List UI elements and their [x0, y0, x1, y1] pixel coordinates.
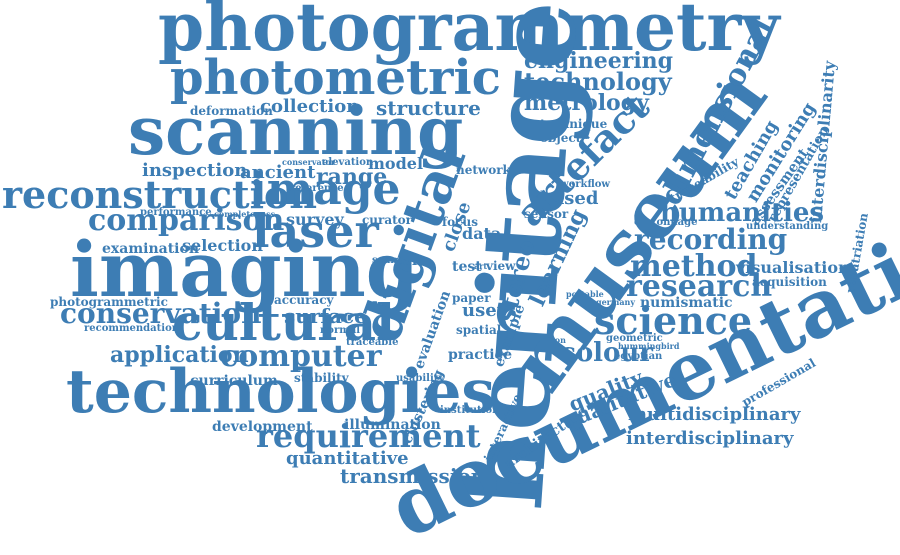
word-art: art [474, 261, 488, 271]
word-egyptian: egyptian [614, 351, 663, 362]
word-stability: stability [294, 371, 349, 385]
word-ancient: ancient [240, 162, 316, 183]
word-resolution: resolution [520, 335, 566, 345]
word-portable: portable [566, 289, 604, 299]
word-workflow: workflow [560, 179, 611, 190]
word-metrology: metrology [524, 90, 649, 116]
word-technique: technique [540, 117, 608, 131]
word-laser: laser [252, 204, 379, 258]
word-quantitative: quantitative [286, 448, 409, 469]
word-acquisition: acquisition [752, 275, 827, 289]
word-conservation: conservation [60, 297, 262, 330]
word-traceable: traceable [346, 337, 399, 348]
word-numismatic: numismatic [640, 295, 733, 311]
word-understanding: understanding [746, 221, 829, 232]
word-humanities: humanities [660, 198, 825, 228]
word-visualisation: visualisation [736, 258, 850, 277]
word-surface: surface [284, 304, 367, 328]
word-conservator: conservator [282, 157, 335, 167]
word-interdisciplinary: interdisciplinary [626, 428, 794, 449]
word-data: data [462, 224, 502, 243]
word-usability: usability [396, 373, 445, 384]
word-development: development [212, 419, 313, 435]
word-based: based [540, 188, 599, 209]
word-range: range [316, 164, 388, 190]
word-engineering: engineering [524, 48, 674, 74]
word-curriculum: curriculum [190, 373, 278, 389]
word-spatial: spatial [456, 323, 502, 337]
word-reference: reference [290, 183, 344, 194]
word-geometric: geometric [606, 333, 663, 344]
word-structure: structure [376, 96, 481, 120]
word-recommendation: recommendation [84, 323, 180, 334]
word-examination: examination [102, 241, 200, 257]
word-survey: survey [286, 210, 344, 229]
word-cartonnage: cartonnage [634, 217, 698, 228]
word-coin: coin [394, 253, 428, 269]
word-focus: focus [442, 215, 478, 229]
word-photometric: photometric [170, 50, 501, 106]
word-scanning: scanning [128, 92, 464, 170]
word-user: user [462, 300, 507, 321]
word-selection: selection [182, 236, 263, 255]
word-comparison: comparison [88, 203, 285, 238]
word-performance: performance [140, 207, 212, 218]
word-test: test [452, 259, 482, 275]
word-deformation: deformation [190, 104, 273, 118]
word-requirement: requirement [256, 417, 481, 455]
word-model: model [368, 154, 424, 173]
word-practice: practice [448, 347, 512, 363]
word-science: science [594, 298, 753, 343]
word-collection: collection [260, 96, 360, 117]
word-imaging: imaging [70, 225, 419, 314]
word-normal: normal [320, 325, 361, 336]
word-method: method [630, 249, 758, 284]
word-completeness: completeness [214, 209, 276, 219]
word-illumination: illumination [344, 417, 441, 433]
word-image: image [250, 164, 401, 215]
word-computer: computer [220, 339, 382, 374]
word-photogrammetric: photogrammetric [50, 295, 168, 309]
word-inspection: inspection [142, 160, 248, 181]
word-virtual: virtual [502, 243, 532, 253]
word-transmission: transmission [340, 464, 486, 488]
word-multidisciplinary: multidisciplinary [628, 404, 801, 425]
word-scan: scan [372, 255, 398, 266]
word-hummingbird: hummingbird [618, 341, 680, 351]
word-colour: colour [560, 338, 653, 368]
word-recording: recording [634, 223, 788, 256]
word-institution: institution [440, 405, 500, 416]
word-cultural: cultural [172, 293, 395, 352]
word-curator: curator [362, 213, 412, 227]
word-elevation: elevation [322, 157, 374, 168]
word-network: network [456, 163, 511, 177]
word-germany: germany [596, 297, 636, 307]
word-view: view [486, 259, 516, 273]
word-accuracy: accuracy [274, 293, 334, 307]
word-paper: paper [452, 291, 491, 305]
word-object: object [540, 131, 582, 145]
word-sensor: sensor [524, 207, 569, 221]
word-research: research [626, 269, 773, 304]
word-technologies: technologies [66, 357, 496, 427]
word-reconstruction: reconstruction [2, 172, 318, 217]
word-technology: technology [524, 67, 672, 96]
word-application: application [110, 342, 249, 368]
word-photogrammetry: photogrammetry [158, 0, 780, 66]
